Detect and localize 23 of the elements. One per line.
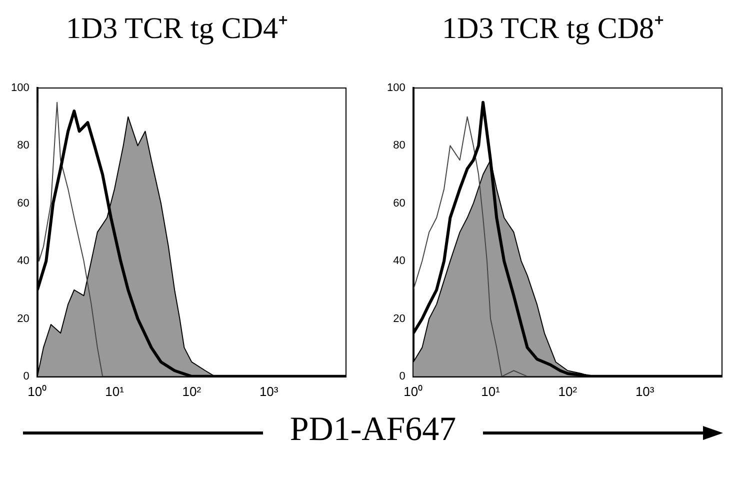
y-tick-label: 80 <box>17 140 30 152</box>
y-tick-label: 0 <box>399 370 406 382</box>
x-axis-title: PD1-AF647 <box>288 411 458 449</box>
x-tick-label: 10³ <box>259 384 279 399</box>
y-tick-label: 80 <box>393 140 406 152</box>
y-tick-label: 20 <box>17 312 30 325</box>
x-tick-label: 10³ <box>635 384 655 399</box>
chart-title: 1D3 TCR tg CD4⁺ <box>66 12 288 45</box>
x-tick-label: 10¹ <box>105 384 125 399</box>
x-tick-label: 10¹ <box>481 384 501 399</box>
y-tick-label: 40 <box>17 255 30 268</box>
y-tick-label: 100 <box>386 82 406 94</box>
y-tick-label: 60 <box>393 197 406 210</box>
y-tick-label: 100 <box>10 82 30 94</box>
y-tick-label: 20 <box>393 312 406 325</box>
x-tick-label: 10⁰ <box>28 384 48 399</box>
x-tick-label: 10⁰ <box>404 384 424 399</box>
chart-title: 1D3 TCR tg CD8⁺ <box>442 12 664 45</box>
x-tick-label: 10² <box>558 384 578 399</box>
y-tick-label: 0 <box>23 370 30 382</box>
x-tick-label: 10² <box>182 384 202 399</box>
y-tick-label: 40 <box>393 255 406 268</box>
y-tick-label: 60 <box>17 197 30 210</box>
